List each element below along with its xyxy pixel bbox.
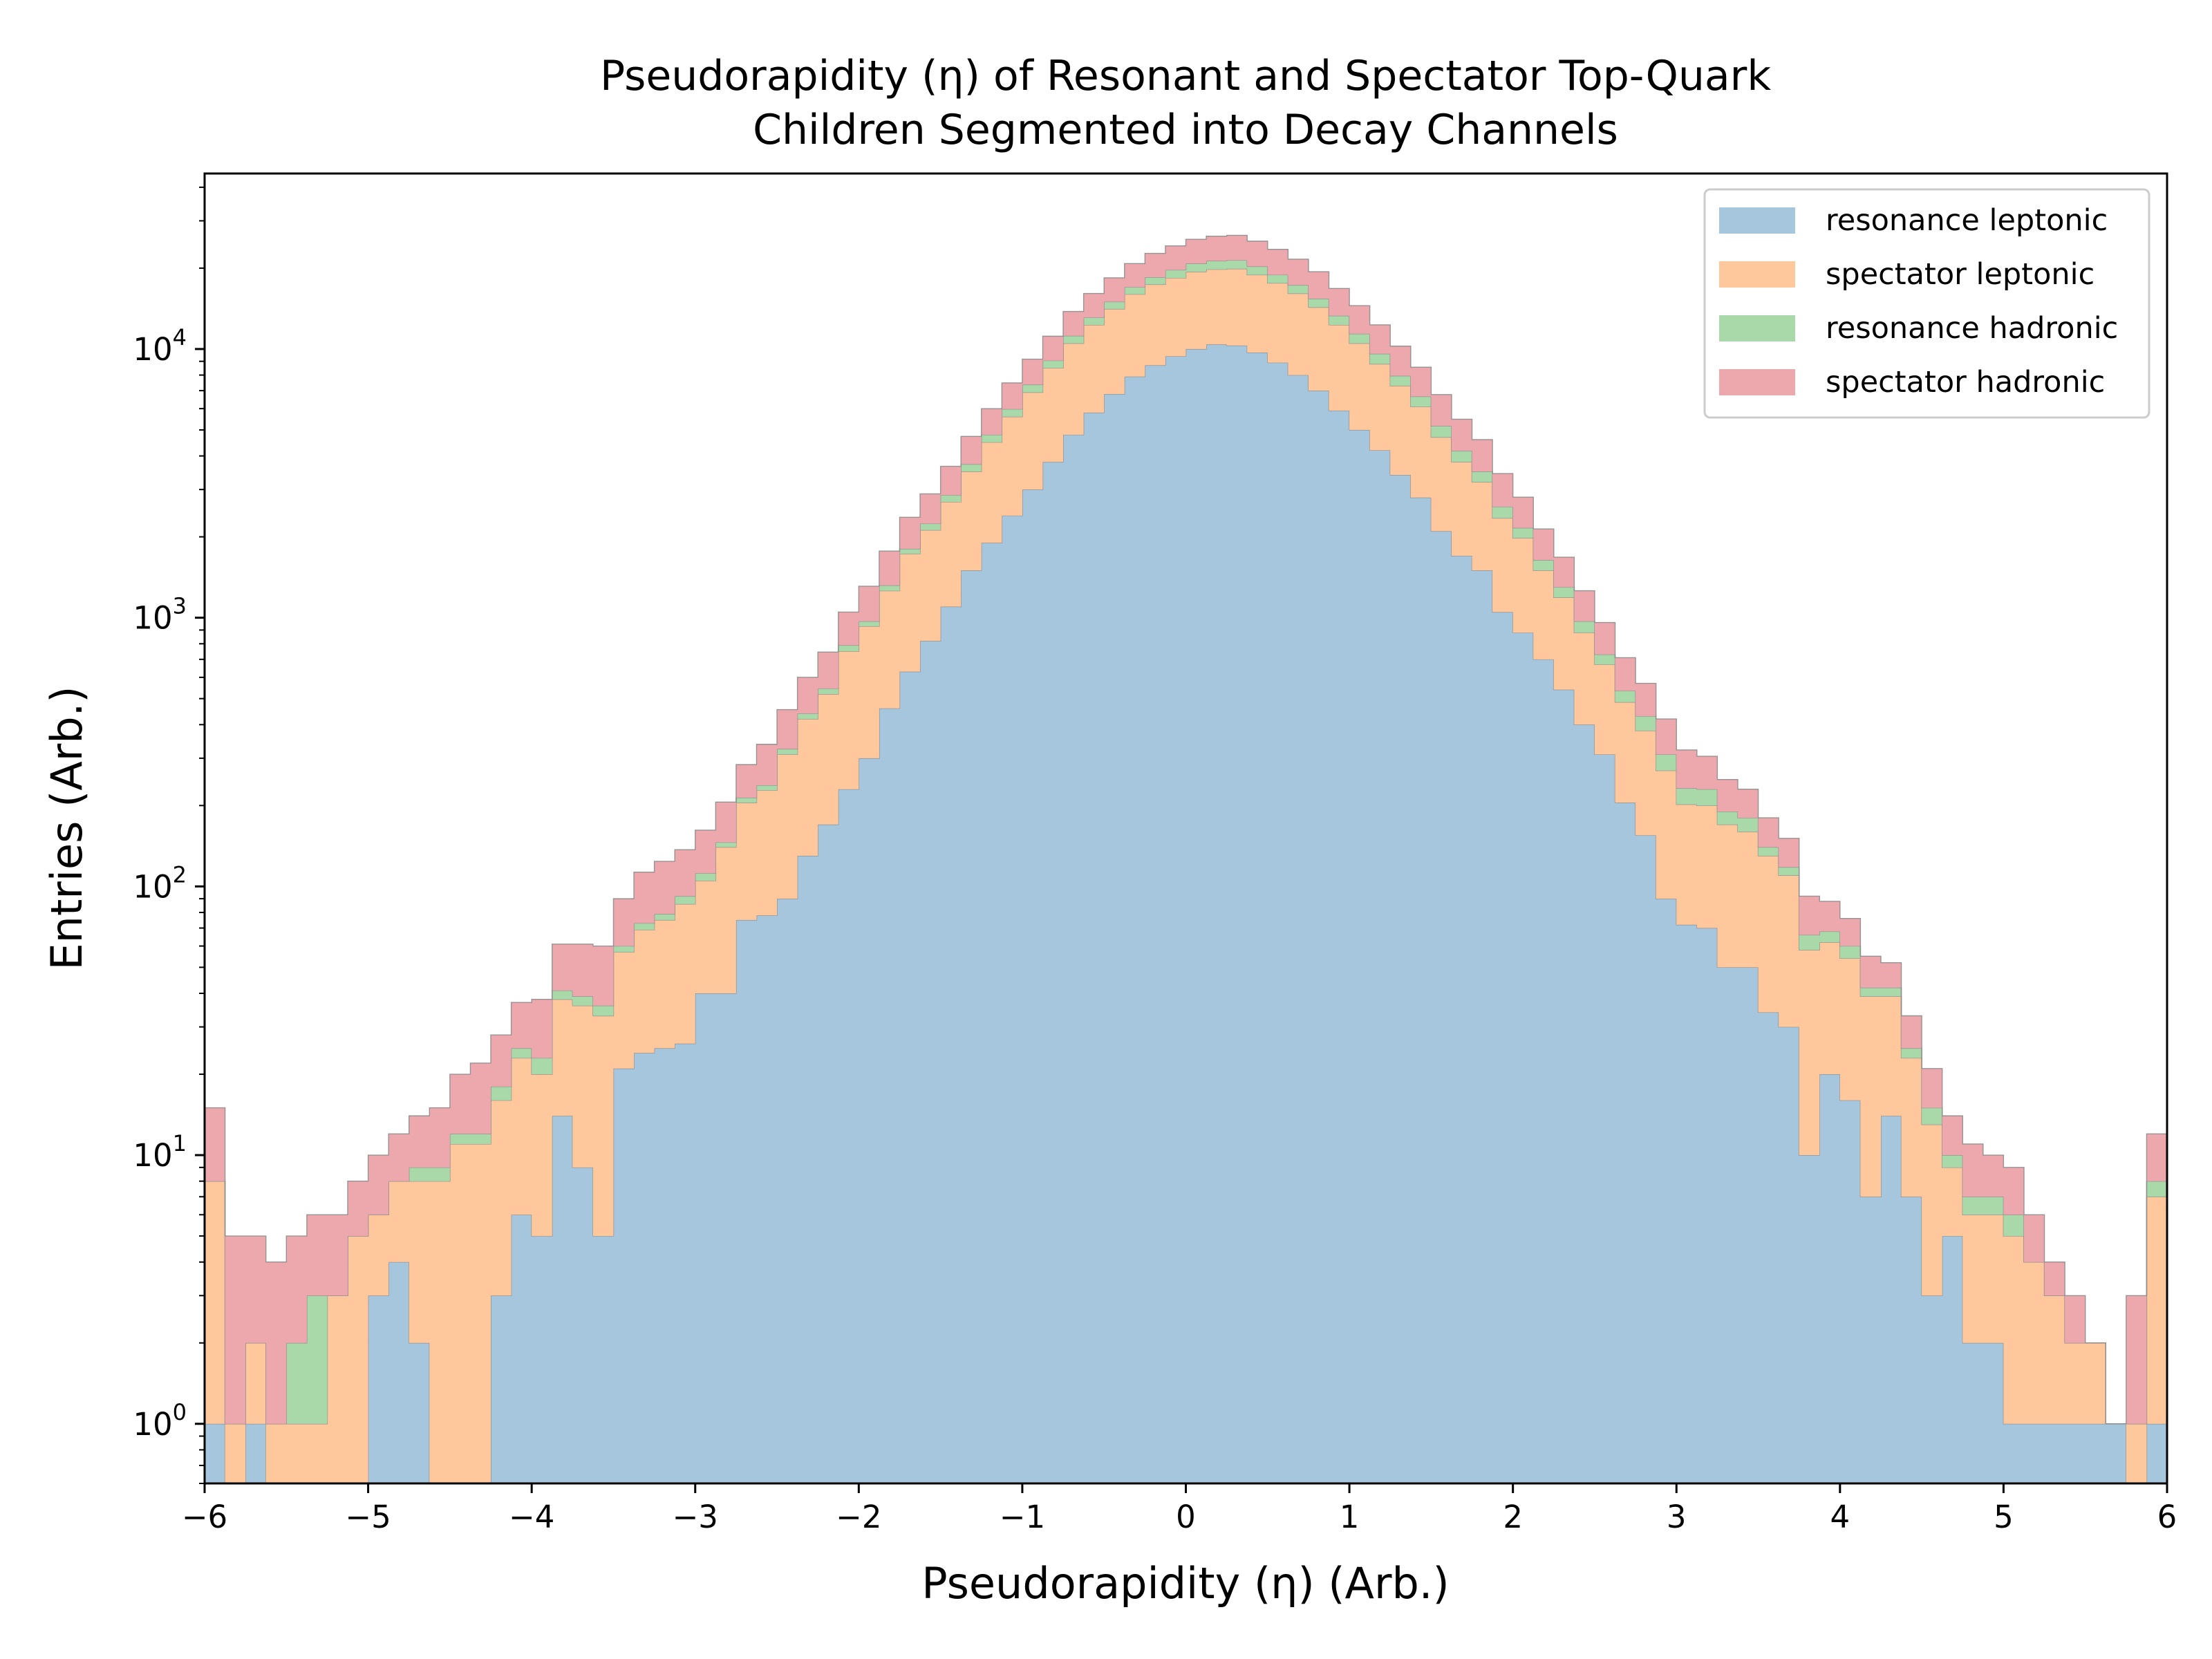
legend-label-resonance-leptonic: resonance leptonic (1826, 203, 2108, 238)
series-area-spectator-leptonic (205, 268, 2167, 1483)
legend-swatch-resonance-leptonic (1719, 207, 1795, 234)
chart-title-line-2: Children Segmented into Decay Channels (753, 106, 1618, 154)
y-tick-label: 101 (133, 1130, 187, 1174)
y-tick-label: 100 (133, 1399, 187, 1443)
x-tick-label: 4 (1830, 1499, 1850, 1535)
x-tick-label: 5 (1994, 1499, 2014, 1535)
x-axis-label: Pseudorapidity (η) (Arb.) (921, 1558, 1449, 1609)
x-tick-label: −3 (673, 1499, 718, 1535)
x-tick-label: 1 (1340, 1499, 1360, 1535)
chart-title-line-1: Pseudorapidity (η) of Resonant and Spect… (600, 52, 1771, 100)
y-tick-label: 103 (133, 593, 187, 637)
x-axis: −6 −5 −4 −3 −2 −1 0 1 2 3 4 5 6 (182, 1483, 2177, 1535)
x-tick-label: −5 (345, 1499, 391, 1535)
series-outline-spectator-hadronic (204, 234, 2168, 1483)
x-tick-label: −4 (509, 1499, 554, 1535)
x-tick-label: −2 (836, 1499, 881, 1535)
x-tick-label: 0 (1176, 1499, 1196, 1535)
legend: resonance leptonic spectator leptonic reso… (1703, 188, 2150, 419)
x-tick-label: 2 (1503, 1499, 1523, 1535)
legend-swatch-spectator-hadronic (1719, 369, 1795, 395)
legend-frame (1703, 188, 2150, 419)
y-axis-label: Entries (Arb.) (41, 686, 92, 971)
legend-label-spectator-hadronic: spectator hadronic (1826, 365, 2105, 400)
legend-label-resonance-hadronic: resonance hadronic (1826, 311, 2118, 346)
legend-swatch-spectator-leptonic (1719, 261, 1795, 288)
y-tick-label: 104 (133, 324, 187, 368)
y-tick-label: 102 (133, 861, 187, 905)
series-area-resonance-leptonic (205, 344, 2167, 1484)
series-area-spectator-hadronic (205, 235, 2167, 1424)
legend-label-spectator-leptonic: spectator leptonic (1826, 257, 2094, 292)
legend-swatch-resonance-hadronic (1719, 315, 1795, 341)
x-tick-label: −1 (1000, 1499, 1045, 1535)
x-tick-label: 3 (1667, 1499, 1687, 1535)
x-tick-label: −6 (182, 1499, 227, 1535)
plot-area (204, 234, 2168, 1484)
x-tick-label: 6 (2157, 1499, 2177, 1535)
y-axis: 100 101 102 103 104 (133, 186, 205, 1484)
